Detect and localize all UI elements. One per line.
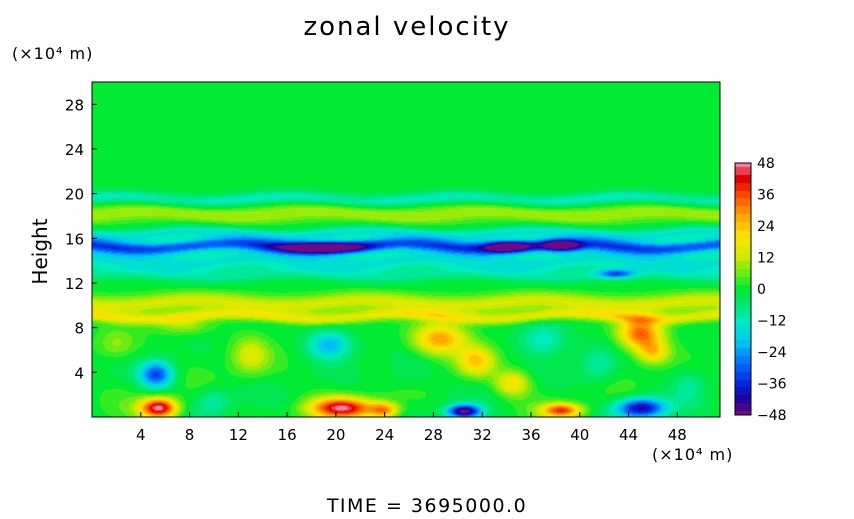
x-tick-label: 44 xyxy=(619,426,638,444)
x-tick-label: 20 xyxy=(326,426,345,444)
y-axis-unit: (×10⁴ m) xyxy=(12,44,94,63)
colorbar-tick-label: 12 xyxy=(757,251,775,267)
colorbar-tick-label: −36 xyxy=(757,377,787,393)
colorbar-gradient xyxy=(735,163,751,415)
y-tick-label: 20 xyxy=(65,186,84,204)
x-tick-label: 32 xyxy=(473,426,492,444)
x-tick-label: 24 xyxy=(375,426,394,444)
y-tick-label: 12 xyxy=(65,275,84,293)
colorbar-tick-label: 24 xyxy=(757,219,775,235)
x-tick-label: 4 xyxy=(136,426,146,444)
x-tick-label: 40 xyxy=(570,426,589,444)
colorbar-tick-label: −24 xyxy=(757,345,787,361)
y-tick-label: 4 xyxy=(74,364,84,382)
colorbar-tick-label: 0 xyxy=(757,282,766,298)
colorbar-tick-label: 48 xyxy=(757,156,775,172)
x-tick-label: 48 xyxy=(668,426,687,444)
colorbar: 48 36 24 12 0 −12 −24 −36 −48 xyxy=(757,156,787,424)
zonal-velocity-field xyxy=(92,82,720,417)
x-axis-unit: (×10⁴ m) xyxy=(652,445,734,464)
colorbar-tick-label: 36 xyxy=(757,188,775,204)
y-tick-label: 8 xyxy=(74,320,84,338)
x-tick-label: 16 xyxy=(278,426,297,444)
y-tick-label: 28 xyxy=(65,96,84,114)
y-tick-label: 16 xyxy=(65,230,84,248)
y-tick-label: 24 xyxy=(65,141,84,159)
x-tick-label: 12 xyxy=(229,426,248,444)
colorbar-tick-label: −12 xyxy=(757,314,787,330)
y-axis-label: Height xyxy=(28,218,52,284)
x-tick-label: 8 xyxy=(185,426,195,444)
chart-title: zonal velocity xyxy=(303,12,511,42)
y-axis: 4 8 12 16 20 24 28 xyxy=(65,96,97,382)
colorbar-tick-label: −48 xyxy=(757,408,787,424)
x-tick-label: 28 xyxy=(424,426,443,444)
x-tick-label: 36 xyxy=(521,426,540,444)
x-axis: 4 8 12 16 20 24 28 32 36 40 44 48 xyxy=(136,412,687,444)
time-footer: TIME = 3695000.0 xyxy=(326,495,528,517)
plot-frame xyxy=(91,81,721,418)
colorbar-frame xyxy=(734,162,752,416)
